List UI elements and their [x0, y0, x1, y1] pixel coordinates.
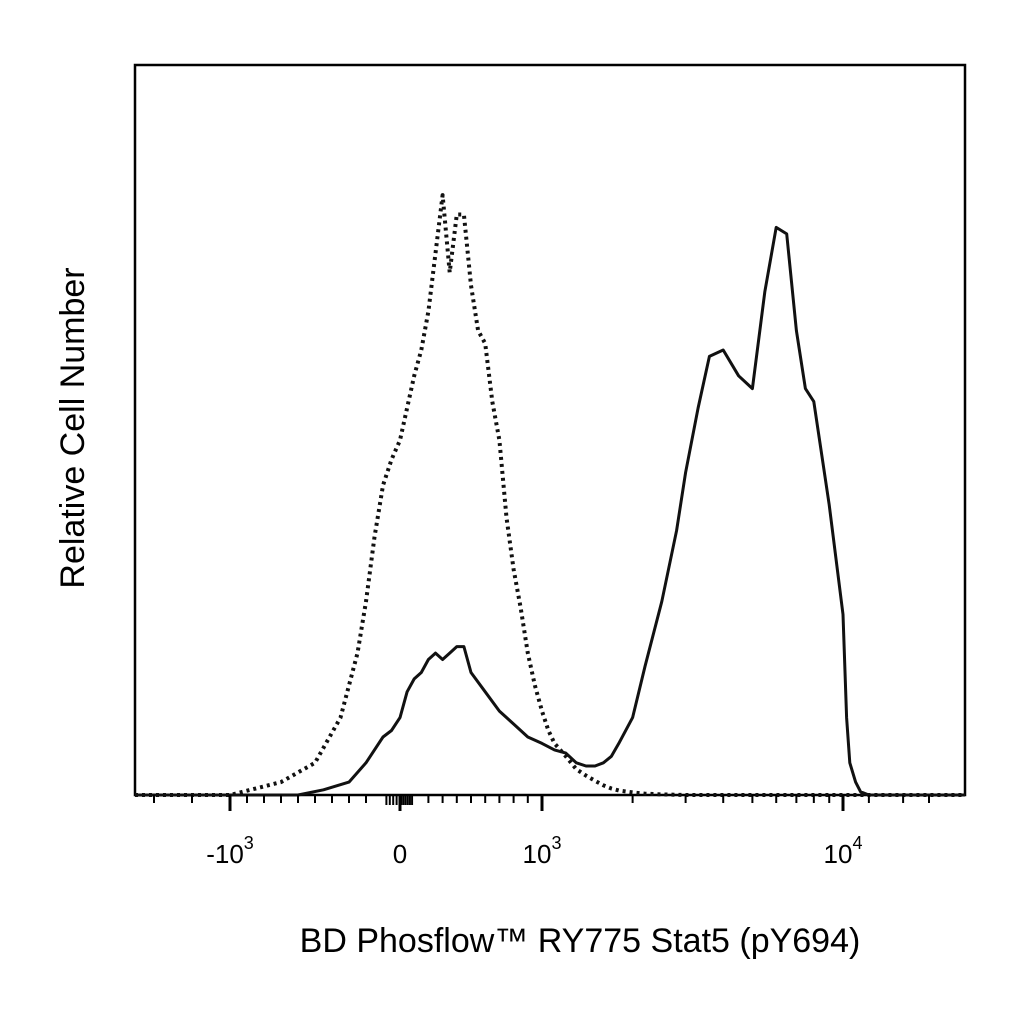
- x-tick-label: 104: [824, 833, 863, 869]
- x-axis-title: BD Phosflow™ RY775 Stat5 (pY694): [300, 922, 861, 960]
- series-dotted-histogram: [135, 193, 965, 797]
- series-layer: [135, 193, 965, 797]
- x-tick-label: 0: [393, 839, 407, 869]
- x-tick-label: 103: [523, 833, 562, 869]
- series-solid-histogram: [135, 225, 965, 797]
- y-axis-title: Relative Cell Number: [54, 267, 92, 588]
- x-axis: -103 0 103 104: [153, 795, 931, 869]
- x-tick-label: -103: [206, 833, 254, 869]
- plot-frame: [133, 63, 967, 797]
